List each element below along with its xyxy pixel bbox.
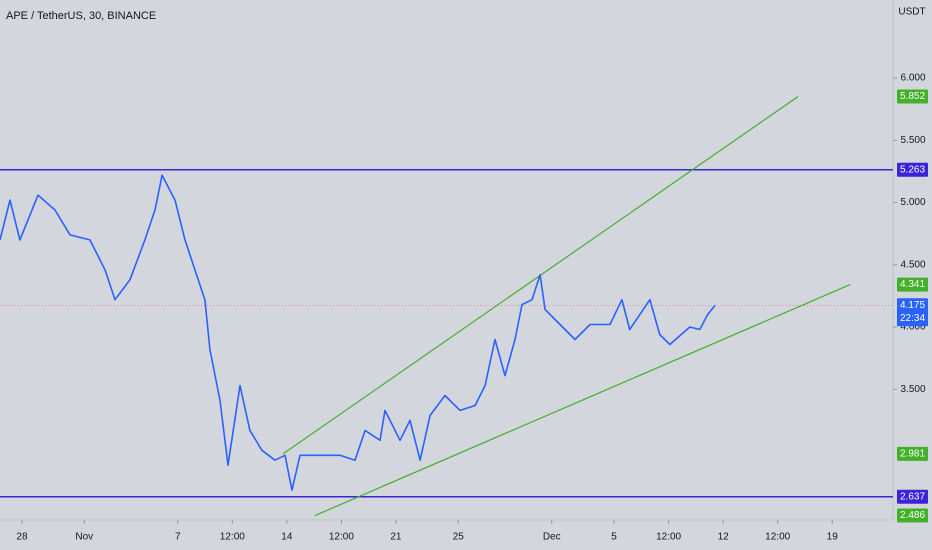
price-label-box [897,162,928,177]
x-tick-label: Dec [543,532,561,543]
price-label-box [897,446,928,461]
x-tick-label: 12 [718,532,730,543]
y-tick-label: 4.500 [900,259,925,270]
x-tick-label: 12:00 [329,532,354,543]
x-tick-label: 19 [827,532,839,543]
x-tick-label: 12:00 [220,532,245,543]
price-label: 2.637 [900,491,925,502]
price-line [0,174,716,491]
x-tick-label: 25 [453,532,465,543]
last-price-box [897,298,928,327]
x-tick-label: 14 [281,532,293,543]
price-label-box [897,277,928,292]
price-label: 5.852 [900,91,925,102]
x-tick-label: Nov [75,532,93,543]
price-label: 2.486 [900,510,925,521]
price-label-box [897,89,928,104]
y-tick-label: 6.000 [900,73,925,84]
x-tick-label: 28 [16,532,28,543]
price-label-box [897,508,928,523]
chart-title: APE / TetherUS, 30, BINANCE [6,10,156,22]
y-tick-label: 4.000 [900,322,925,333]
countdown-label: 22:34 [900,313,925,324]
x-tick-label: 12:00 [765,532,790,543]
x-tick-label: 5 [611,532,617,543]
y-tick-label: 5.000 [900,197,925,208]
price-label: 2.981 [900,449,925,460]
price-label: 4.341 [900,279,925,290]
price-label: 5.263 [900,164,925,175]
y-tick-label: 3.500 [900,384,925,395]
y-tick-label: 5.500 [900,135,925,146]
x-tick-label: 12:00 [656,532,681,543]
x-tick-label: 7 [175,532,181,543]
last-price-label: 4.175 [900,300,925,311]
trend-line [314,284,851,517]
price-label-box [897,489,928,504]
x-tick-label: 21 [390,532,402,543]
currency-label: USDT [898,7,925,18]
